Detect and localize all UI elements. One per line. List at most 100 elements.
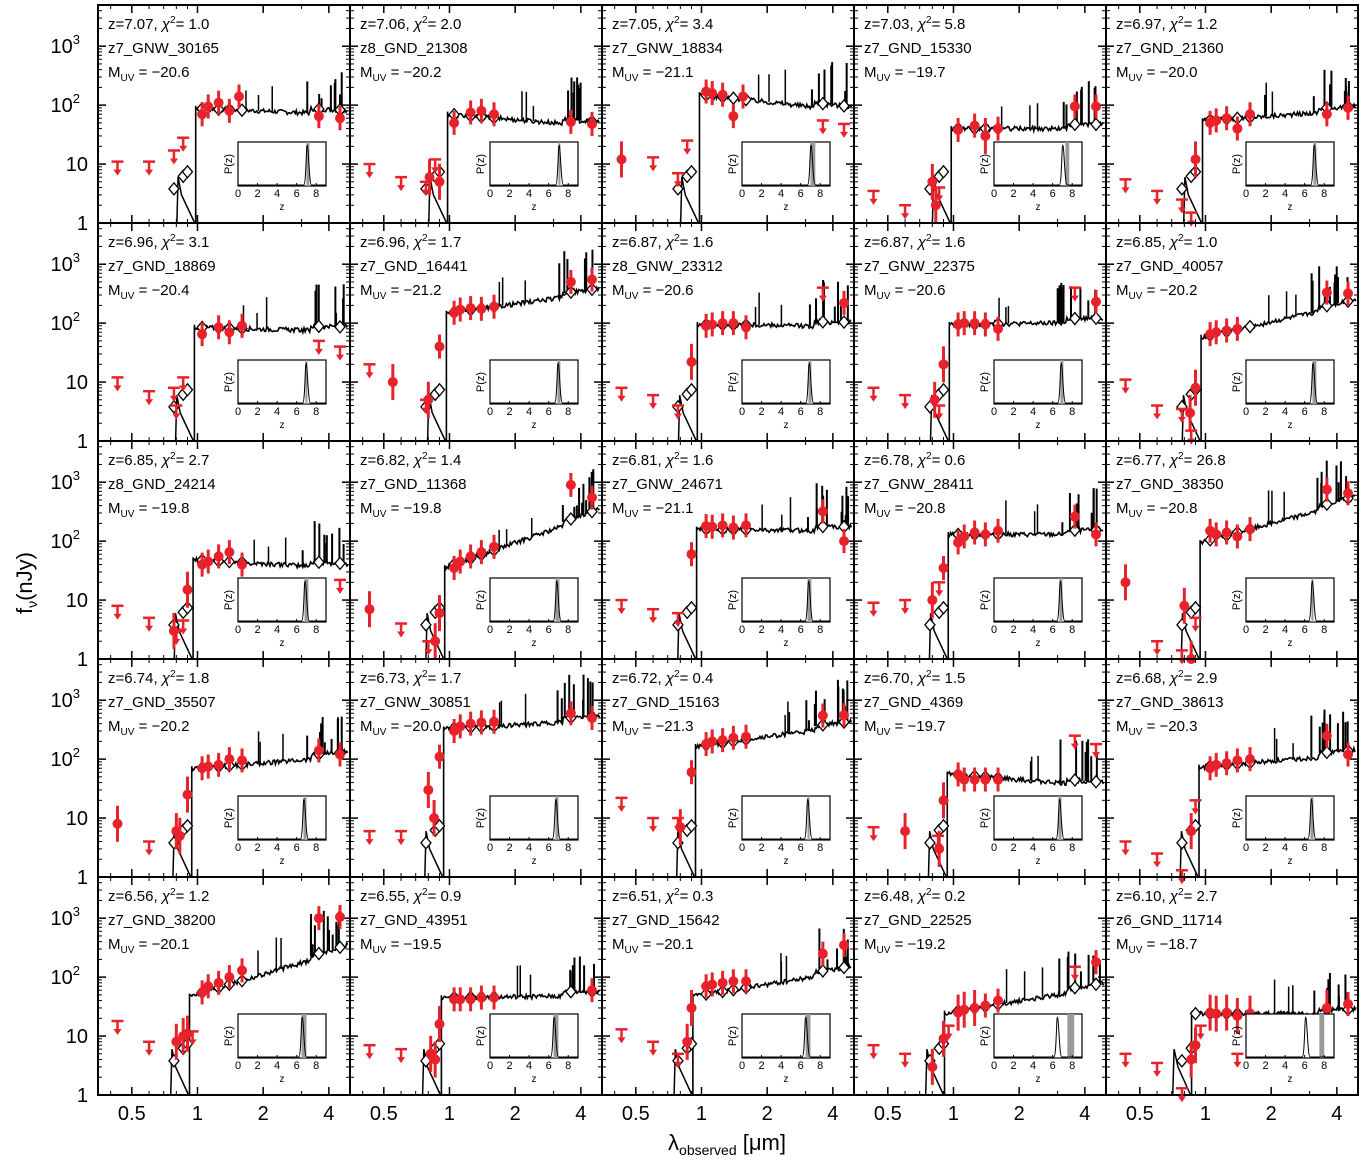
- pz-tick-label: 4: [1030, 624, 1036, 636]
- panel-chi2: = 1.0: [1184, 234, 1218, 251]
- upper-limit-arrow: [172, 638, 181, 645]
- detection-point: [1120, 577, 1131, 588]
- detection-point: [927, 176, 938, 187]
- detection-point: [434, 751, 445, 762]
- panel-annotation: z=7.03, χ2= 5.8 z7_GND_15330 MUV = −19.7: [864, 15, 972, 84]
- panel-annotation: z=6.78, χ2= 0.6 z7_GNW_28411 MUV = −20.8: [864, 451, 974, 520]
- panel-chi2: = 2.9: [1184, 670, 1218, 687]
- panel-object-id: z7_GNW_18834: [612, 40, 723, 57]
- pz-inset: 0 2 4 6 8 z P(z): [979, 141, 1083, 213]
- detection-point: [959, 318, 970, 329]
- muv-symbol: M: [612, 718, 625, 735]
- pz-curve: [490, 144, 578, 186]
- y-axis-title: fν(nJy): [12, 552, 40, 614]
- pz-tick-label: 0: [1243, 842, 1249, 854]
- upper-limit-arrow: [673, 621, 682, 628]
- muv-symbol: M: [108, 500, 121, 517]
- pz-tick-label: 0: [991, 842, 997, 854]
- panel-muv: MUV = −19.8: [360, 500, 441, 520]
- detection-point: [587, 274, 598, 285]
- detection-point: [465, 303, 476, 314]
- pz-tick-label: 8: [817, 842, 823, 854]
- panel-chi2: = 0.2: [932, 888, 966, 905]
- pz-tick-label: 8: [1069, 188, 1075, 200]
- detection-point: [213, 759, 224, 770]
- pz-inset-frame: [237, 795, 327, 841]
- pz-inset: 0 2 4 6 8 z P(z): [979, 359, 1083, 431]
- pz-tick-label: 8: [1069, 624, 1075, 636]
- model-band-marker: [817, 314, 829, 329]
- pz-tick-label: 6: [546, 406, 552, 418]
- muv-symbol: M: [612, 500, 625, 517]
- pz-inset: 0 2 4 6 8 z P(z): [475, 795, 579, 867]
- sed-panel: 0 2 4 6 8 z P(z) z=6.77, χ2= 26.8 z7_GND_38350 MU…: [1105, 440, 1359, 665]
- detection-point: [1221, 758, 1232, 769]
- pz-tick-label: 4: [526, 842, 532, 854]
- panel-redshift: z=6.96, χ2= 1.7: [360, 233, 461, 251]
- detection-point: [707, 979, 718, 990]
- pz-inset: 0 2 4 6 8 z P(z): [727, 795, 831, 867]
- sed-panel: 0 2 4 6 8 z P(z) z=6.10, χ2= 2.7 z6_GND_11714 MUV…: [1105, 876, 1359, 1103]
- muv-symbol: M: [864, 64, 877, 81]
- upper-limit-arrow: [336, 354, 345, 361]
- panel-muv: MUV = −20.2: [1116, 282, 1197, 302]
- sed-panel: 0 2 4 6 8 z P(z) z=6.85, χ2= 1.0 z7_GND_40057 MUV…: [1105, 222, 1359, 445]
- panel-redshift: z=6.85, χ2= 1.0: [1116, 233, 1217, 251]
- pz-tick-label: 8: [565, 406, 571, 418]
- detection-point: [476, 105, 487, 116]
- panel-chi2: = 3.1: [176, 234, 210, 251]
- pz-tick-label: 2: [506, 406, 512, 418]
- detection-point: [234, 91, 245, 102]
- pz-ylabel: P(z): [223, 808, 235, 828]
- pz-tick-label: 2: [1262, 188, 1268, 200]
- pz-tick-label: 0: [235, 1060, 241, 1072]
- pz-tick-label: 6: [294, 842, 300, 854]
- muv-value: = −19.7: [890, 64, 945, 81]
- panel-object-id: z7_GND_15330: [864, 40, 972, 57]
- y-tick-label: 10: [66, 590, 88, 612]
- panel-annotation: z=7.07, χ2= 1.0 z7_GNW_30165 MUV = −20.6: [108, 15, 219, 84]
- y-tick-label: 103: [51, 250, 80, 276]
- detection-point: [1232, 1010, 1243, 1021]
- panel-annotation: z=6.73, χ2= 1.7 z7_GNW_30851 MUV = −20.0: [360, 669, 471, 738]
- upper-limit-arrow: [336, 587, 345, 594]
- y-tick-label: 10: [66, 154, 88, 176]
- model-band-marker: [1069, 980, 1081, 995]
- panel-annotation: z=6.77, χ2= 26.8 z7_GND_38350 MUV = −20.8: [1116, 451, 1226, 520]
- detection-point: [203, 556, 214, 567]
- pz-ylabel: P(z): [1231, 590, 1243, 610]
- sed-panel: 0 2 4 6 8 z P(z) z=6.56, χ2= 1.2 z7_GND_38200 MUV…: [97, 876, 351, 1096]
- panel-annotation: z=6.96, χ2= 1.7 z7_GND_16441 MUV = −21.2: [360, 233, 468, 302]
- muv-symbol: M: [360, 64, 373, 81]
- muv-value: = −19.8: [134, 500, 189, 517]
- upper-limit-arrow: [1153, 413, 1162, 420]
- y-tick-exponent: 3: [73, 686, 80, 701]
- pz-tick-label: 0: [487, 188, 493, 200]
- detection-point: [741, 520, 752, 531]
- muv-value: = −20.4: [134, 282, 189, 299]
- detection-point: [213, 97, 224, 108]
- pz-tick-label: 0: [739, 1060, 745, 1072]
- pz-ylabel: P(z): [223, 154, 235, 174]
- muv-subscript: UV: [877, 73, 891, 84]
- panel-chi2: = 3.4: [680, 16, 714, 33]
- panel-chi2: = 1.0: [176, 16, 210, 33]
- pz-inset: 0 2 4 6 8 z P(z): [223, 1013, 327, 1085]
- chi-exponent: 2: [674, 15, 680, 26]
- muv-value: = −20.6: [134, 64, 189, 81]
- detection-point: [1232, 323, 1243, 334]
- detection-point: [1211, 529, 1222, 540]
- pz-tick-label: 8: [565, 624, 571, 636]
- panel-chi2: = 2.7: [176, 452, 210, 469]
- pz-curve: [490, 362, 578, 404]
- panel-redshift: z=6.78, χ2= 0.6: [864, 451, 965, 469]
- panel-chi2: = 1.5: [932, 670, 966, 687]
- x-tick-label: 1: [1200, 1103, 1211, 1125]
- pz-xlabel: z: [532, 420, 537, 431]
- pz-tick-label: 8: [565, 842, 571, 854]
- pz-tick-label: 6: [546, 1060, 552, 1072]
- panel-muv: MUV = −20.8: [1116, 500, 1197, 520]
- y-tick-label: 1: [77, 649, 88, 671]
- pz-inset-frame: [1245, 141, 1335, 187]
- detection-point: [1221, 113, 1232, 124]
